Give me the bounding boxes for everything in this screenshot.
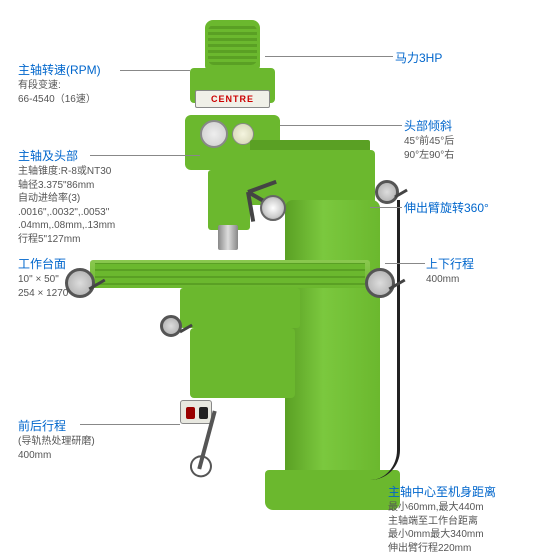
saddle [180,288,300,328]
callout-title: 前后行程 [18,418,138,434]
callout-detail: .0016",.0032",.0053" [18,206,138,220]
callout-spindle-head: 主轴及头部 主轴锥度:R-8或NT30 轴径3.375"86mm 自动进给率(3… [18,148,138,246]
callout-detail: 轴径3.375"86mm [18,179,138,193]
callout-detail: 主轴锥度:R-8或NT30 [18,165,138,179]
leader-line [120,70,190,71]
leader-line [80,424,180,425]
power-cable [370,200,400,480]
callout-title: 伸出臂旋转360° [404,200,489,216]
switch-box [180,400,212,424]
table-handle-right [365,268,395,298]
callout-worktable: 工作台面 10" × 50" 254 × 1270 [18,256,118,300]
callout-detail: 45°前45°后 [404,135,454,149]
callout-detail: 最小60mm,最大440m [388,501,496,515]
callout-horsepower: 马力3HP [395,50,442,67]
machine-illustration: CENTRE [130,20,410,520]
callout-detail: 最小0mm最大340mm [388,528,496,542]
callout-detail: 行程5"127mm [18,233,138,247]
callout-title: 工作台面 [18,256,118,272]
callout-head-tilt: 头部倾斜 45°前45°后 90°左90°右 [404,118,454,162]
callout-detail: 10" × 50" [18,273,118,287]
callout-title: 主轴中心至机身距离 [388,484,496,500]
callout-detail: 有段变速: [18,79,138,93]
leader-line [90,155,200,156]
motor-fins [208,25,257,65]
spindle [218,225,238,250]
cross-feed-handle [160,315,182,337]
callout-detail: 伸出臂行程220mm [388,542,496,556]
speed-dial [200,120,228,148]
callout-detail: (导轨热处理研磨) [18,435,138,449]
callout-title: 上下行程 [426,256,474,272]
brand-plate: CENTRE [195,90,270,108]
callout-detail: 主轴端至工作台距离 [388,515,496,529]
callout-center-distance: 主轴中心至机身距离 最小60mm,最大440m 主轴端至工作台距离 最小0mm最… [388,484,496,555]
callout-spindle-speed: 主轴转速(RPM) 有段变速: 66-4540（16速） [18,62,138,106]
callout-title: 马力3HP [395,50,442,66]
quill-housing [208,170,250,230]
ram-handle [375,180,399,204]
callout-vertical-travel: 上下行程 400mm [426,256,474,287]
callout-title: 主轴及头部 [18,148,138,164]
callout-arm-rotation: 伸出臂旋转360° [404,200,489,217]
callout-detail: 400mm [426,273,474,287]
callout-detail: 自动进给率(3) [18,192,138,206]
callout-detail: 400mm [18,449,138,463]
work-light [260,195,286,221]
leader-line [370,207,402,208]
callout-detail: 90°左90°右 [404,149,454,163]
leader-line [265,56,393,57]
callout-detail: 66-4540（16速） [18,93,138,107]
callout-detail: 254 × 1270 [18,287,118,301]
column [285,200,380,480]
worktable-slots [95,263,365,285]
callout-title: 头部倾斜 [404,118,454,134]
leader-line [395,490,396,491]
knee [190,328,295,398]
leader-line [385,263,425,264]
callout-detail: .04mm,.08mm,.13mm [18,219,138,233]
leader-line [280,125,402,126]
